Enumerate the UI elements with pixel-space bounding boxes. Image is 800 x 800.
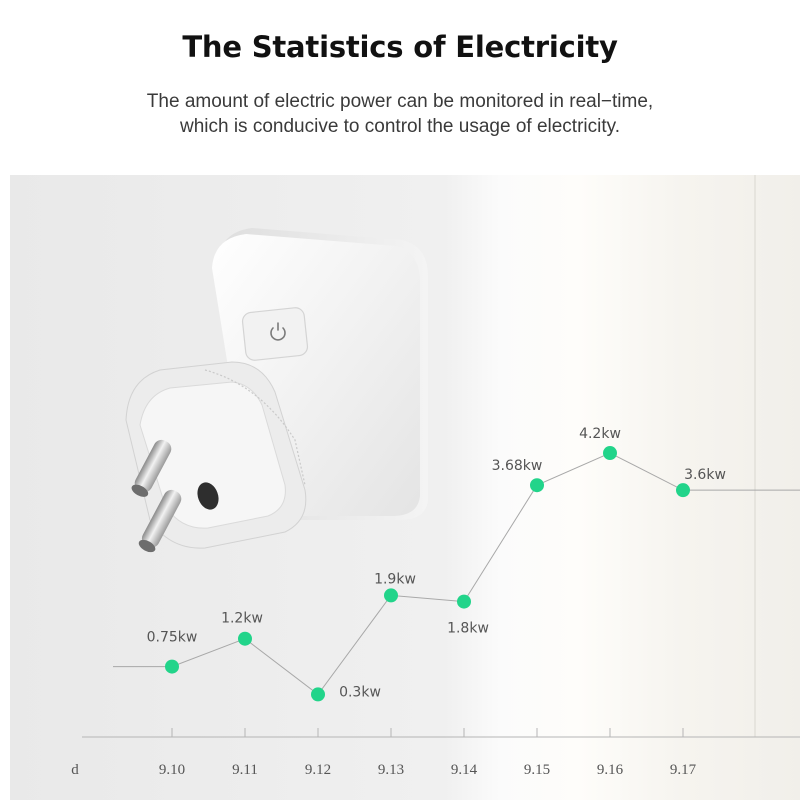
data-label: 1.8kw — [447, 621, 489, 637]
data-label: 3.6kw — [684, 467, 726, 483]
data-point — [165, 659, 179, 674]
smart-plug-image — [125, 228, 428, 553]
data-label: 4.2kw — [579, 426, 621, 442]
data-point — [530, 478, 544, 493]
data-point — [457, 594, 471, 609]
data-point — [384, 588, 398, 603]
data-label: 0.75kw — [147, 630, 198, 646]
x-tick-label: 9.15 — [524, 762, 550, 778]
power-button — [241, 307, 309, 361]
data-label: 3.68kw — [492, 458, 543, 474]
data-point — [603, 446, 617, 461]
x-tick-label: 9.12 — [305, 762, 331, 778]
data-point — [238, 631, 252, 646]
data-point — [676, 483, 690, 498]
x-tick-label: 9.17 — [670, 762, 697, 778]
subtitle-line-2: which is conducive to control the usage … — [179, 116, 621, 137]
x-tick-label: 9.16 — [597, 762, 624, 778]
x-tick-label: 9.10 — [159, 762, 185, 778]
data-label: 1.2kw — [221, 611, 263, 627]
data-point — [311, 687, 325, 702]
page-title: The Statistics of Electricity — [182, 30, 618, 64]
x-tick-label: 9.14 — [451, 762, 478, 778]
x-tick-label: 9.11 — [232, 762, 258, 778]
x-tick-label: 9.13 — [378, 762, 404, 778]
data-label: 0.3kw — [339, 684, 381, 700]
data-label: 1.9kw — [374, 571, 416, 587]
x-axis-prefix: d — [71, 762, 79, 778]
subtitle-line-1: The amount of electric power can be moni… — [146, 91, 654, 112]
power-icon — [270, 322, 286, 341]
series-line — [113, 452, 800, 696]
